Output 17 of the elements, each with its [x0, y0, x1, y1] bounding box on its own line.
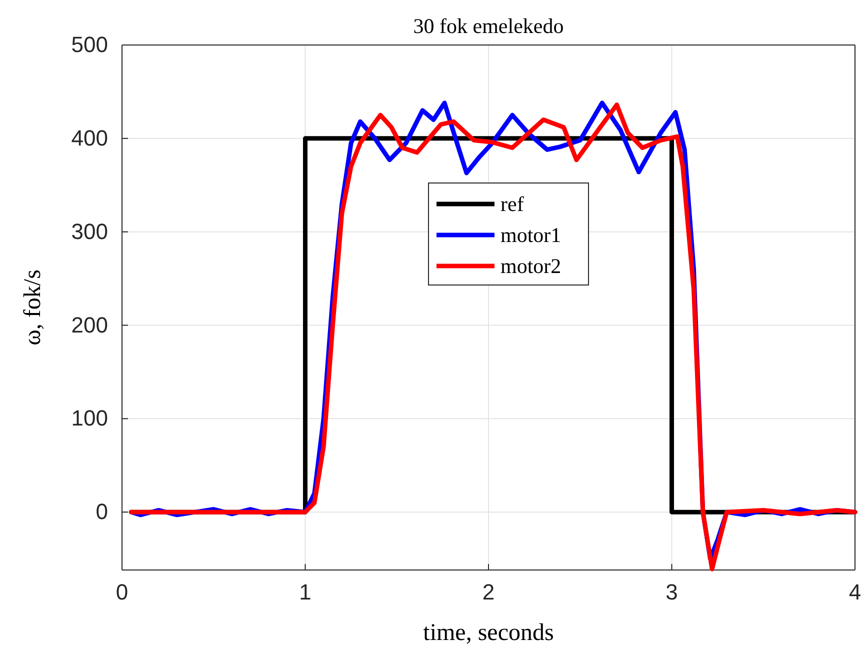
x-tick-label: 1: [299, 580, 312, 605]
legend-label: ref: [500, 192, 524, 216]
y-tick-label: 300: [71, 218, 108, 244]
y-tick-label: 200: [71, 312, 108, 338]
x-tick-label: 2: [482, 580, 495, 605]
x-axis-title: time, seconds: [423, 620, 554, 646]
y-tick-label: 400: [71, 125, 108, 150]
legend-label: motor2: [500, 254, 562, 278]
y-tick-label: 100: [71, 406, 108, 431]
y-tick-label: 0: [96, 499, 108, 524]
y-tick-label: 500: [71, 32, 108, 58]
chart-title: 30 fok emelekedo: [413, 14, 564, 38]
x-tick-label: 4: [848, 580, 862, 605]
legend-label: motor1: [500, 223, 562, 247]
x-tick-label: 3: [666, 580, 678, 605]
x-tick-label: 0: [116, 580, 128, 605]
y-axis-title: ω, fok/s: [20, 270, 46, 346]
